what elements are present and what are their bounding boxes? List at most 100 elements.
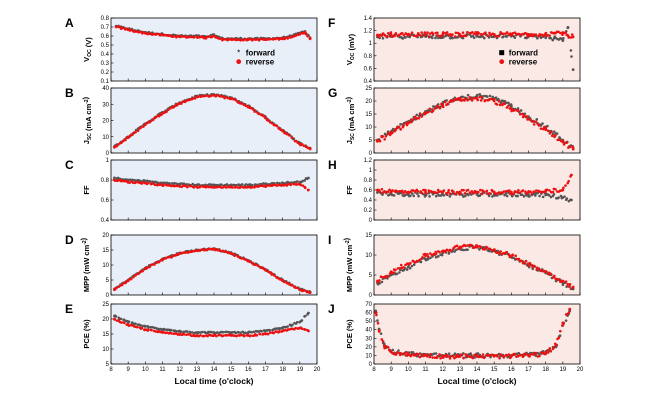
data-point-reverse	[158, 34, 162, 37]
data-point-forward	[402, 268, 406, 272]
data-point-reverse	[212, 93, 216, 97]
data-point-forward	[561, 196, 565, 199]
data-point-reverse	[557, 138, 561, 141]
data-point-reverse	[566, 181, 570, 185]
data-point-forward	[252, 330, 256, 334]
data-point-reverse	[298, 32, 302, 36]
data-point-reverse	[303, 31, 307, 34]
data-point-reverse	[275, 124, 279, 128]
y-tick-label: 0.6	[364, 188, 373, 194]
data-point-reverse	[266, 332, 270, 336]
data-point-reverse	[307, 329, 310, 333]
data-point-reverse	[249, 334, 252, 337]
data-point-reverse	[561, 188, 565, 192]
data-point-reverse	[264, 184, 267, 188]
data-point-reverse	[509, 107, 513, 111]
data-point-forward	[559, 194, 563, 198]
data-point-reverse	[412, 118, 415, 121]
data-point-reverse	[308, 291, 312, 294]
data-point-reverse	[492, 190, 496, 194]
data-point-reverse	[524, 259, 528, 263]
data-point-forward	[439, 194, 442, 197]
data-point-forward	[163, 181, 166, 184]
data-point-reverse	[436, 355, 439, 358]
data-point-reverse	[393, 34, 396, 38]
data-point-forward	[419, 260, 423, 264]
data-point-reverse	[432, 252, 436, 256]
data-point-reverse	[124, 138, 127, 142]
data-point-reverse	[451, 33, 454, 36]
data-point-reverse	[227, 251, 231, 255]
data-point-forward	[204, 331, 207, 335]
data-point-reverse	[505, 250, 509, 254]
data-point-forward	[541, 195, 545, 199]
data-point-forward	[505, 194, 509, 198]
data-point-reverse	[176, 184, 180, 188]
data-point-reverse	[455, 244, 459, 248]
data-point-reverse	[191, 97, 195, 100]
panel-label: E	[65, 302, 73, 316]
data-point-reverse	[146, 32, 149, 36]
data-point-reverse	[378, 190, 381, 193]
data-point-reverse	[400, 352, 403, 356]
data-point-reverse	[513, 109, 516, 112]
data-point-forward	[453, 352, 457, 356]
data-point-reverse	[475, 354, 479, 358]
data-point-reverse	[441, 103, 445, 107]
data-point-reverse	[458, 98, 462, 102]
data-point-forward	[549, 36, 553, 40]
data-point-reverse	[208, 247, 212, 251]
data-point-reverse	[212, 334, 216, 337]
y-axis-label: JSC (mA cm-2)	[81, 96, 93, 144]
data-point-reverse	[428, 32, 432, 35]
data-point-reverse	[252, 108, 255, 111]
plot-frame	[110, 234, 318, 296]
data-point-reverse	[188, 250, 191, 254]
data-point-reverse	[253, 263, 257, 267]
data-point-reverse	[389, 132, 393, 135]
data-point-reverse	[552, 31, 556, 35]
plot-frame	[373, 159, 581, 221]
data-point-reverse	[509, 32, 513, 36]
x-tick-label: 9	[126, 367, 130, 373]
data-point-forward	[513, 36, 517, 39]
data-point-forward	[260, 329, 264, 333]
data-point-reverse	[281, 37, 285, 41]
data-point-reverse	[443, 250, 447, 254]
panel-label: F	[328, 16, 335, 30]
data-point-forward	[485, 95, 489, 98]
data-point-forward	[126, 320, 130, 324]
data-point-reverse	[262, 114, 265, 118]
data-point-forward	[536, 36, 539, 40]
data-point-forward	[141, 324, 145, 328]
data-point-reverse	[544, 270, 548, 274]
data-point-reverse	[515, 32, 518, 36]
data-point-reverse	[570, 33, 574, 36]
data-point-reverse	[161, 183, 164, 187]
data-point-reverse	[229, 97, 233, 100]
data-point-reverse	[472, 97, 476, 100]
data-point-reverse	[558, 329, 562, 333]
data-point-reverse	[571, 285, 575, 289]
data-point-reverse	[134, 30, 138, 33]
data-point-reverse	[121, 26, 125, 30]
data-point-forward	[523, 112, 527, 116]
data-point-reverse	[134, 181, 137, 184]
data-point-reverse	[568, 283, 572, 286]
y-tick-label: 0.2	[364, 208, 373, 214]
data-point-forward	[307, 176, 310, 180]
data-point-reverse	[422, 188, 425, 192]
data-point-reverse	[452, 190, 455, 193]
data-point-reverse	[420, 115, 424, 118]
data-point-reverse	[507, 353, 511, 356]
data-point-reverse	[470, 243, 473, 247]
data-point-reverse	[478, 95, 482, 99]
data-point-reverse	[195, 95, 199, 99]
data-point-forward	[406, 265, 410, 269]
data-point-reverse	[436, 31, 439, 35]
data-point-reverse	[215, 334, 218, 338]
data-point-reverse	[129, 323, 133, 327]
data-point-reverse	[527, 117, 530, 121]
data-point-reverse	[472, 191, 476, 195]
data-point-reverse	[413, 115, 417, 119]
